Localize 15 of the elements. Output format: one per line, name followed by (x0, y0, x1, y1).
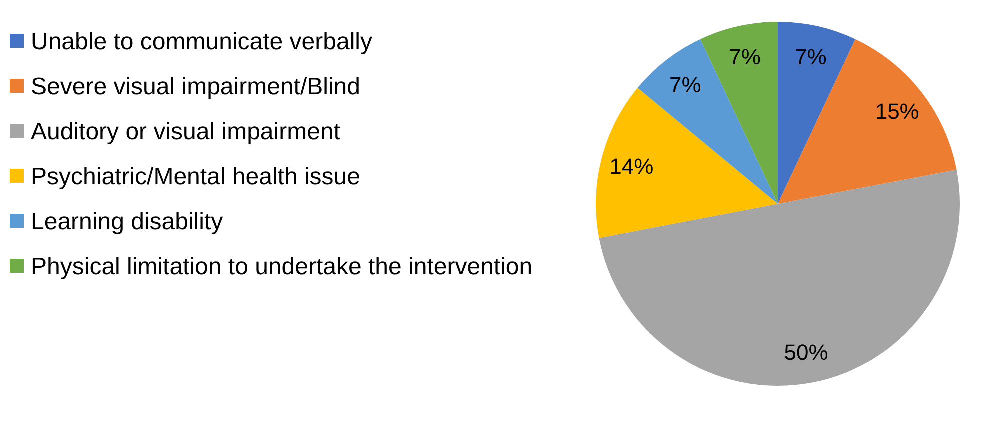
data-label: 7% (729, 44, 761, 70)
legend-label: Psychiatric/Mental health issue (31, 163, 360, 190)
legend-label: Learning disability (31, 208, 224, 236)
data-label: 7% (670, 72, 702, 98)
data-label: 14% (610, 154, 654, 180)
data-label: 15% (875, 99, 920, 124)
legend-label: Unable to communicate verbally (31, 28, 372, 56)
legend-label: Severe visual impairment/Blind (31, 73, 360, 100)
data-label: 7% (795, 44, 827, 70)
legend-label: Auditory or visual impairment (31, 118, 341, 146)
legend-label: Physical limitation to undertake the intervention (31, 253, 533, 280)
pie-slice (778, 39, 957, 204)
pie-slice (778, 22, 856, 204)
data-label: 50% (784, 340, 828, 366)
pie-slice (700, 22, 778, 204)
